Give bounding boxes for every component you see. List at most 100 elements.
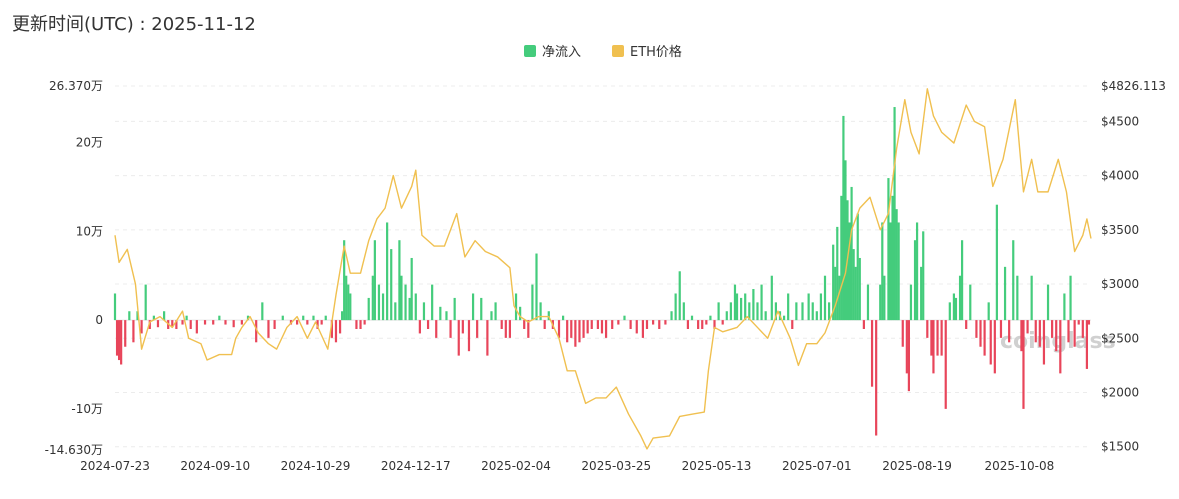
inflow-bar [926,320,929,338]
inflow-bar [449,320,452,338]
inflow-bar [752,289,755,321]
inflow-bar [418,320,421,334]
inflow-bar [547,311,550,321]
inflow-bar [770,275,773,321]
x-tick-label: 2024-10-29 [281,459,351,473]
inflow-bar [514,293,518,321]
inflow-bar [246,315,250,321]
inflow-bar [381,293,385,321]
inflow-bar [181,320,184,325]
inflow-bar [578,320,581,343]
inflow-bar [312,315,315,321]
inflow-bar [408,297,411,321]
inflow-bar [171,320,174,327]
inflow-bar [148,320,151,329]
inflow-bar [709,315,712,321]
watermark: coinglass [1000,329,1116,354]
inflow-bar [1020,320,1023,352]
inflow-bar [1022,320,1025,409]
legend-label[interactable]: 净流入 [542,45,581,60]
inflow-bar [920,266,923,321]
inflow-bar [224,320,227,325]
inflow-bar [359,320,362,329]
inflow-bar [936,320,939,356]
inflow-bar [832,244,835,321]
inflow-bar [471,293,475,321]
inflow-bar [1038,320,1041,347]
y-left-tick-label: 20万 [76,136,103,150]
inflow-bar [1073,320,1076,347]
inflow-bar [435,320,438,338]
inflow-bar [836,226,839,321]
inflow-bar [828,302,831,321]
inflow-bar [870,320,874,387]
inflow-bar [240,320,243,325]
inflow-bar [611,320,614,329]
inflow-bar [373,240,376,321]
inflow-bar [735,293,739,321]
inflow-bar [858,257,861,321]
inflow-bar [439,306,442,321]
inflow-bar [523,320,526,329]
inflow-bar [901,320,904,347]
inflow-bar [717,302,720,321]
inflow-bar [306,320,309,325]
inflow-bar [670,311,673,321]
inflow-bar [590,320,593,329]
inflow-bar [467,320,471,352]
inflow-bar [156,320,160,328]
inflow-bar [347,284,350,321]
inflow-bar [664,320,667,325]
inflow-bar [535,253,538,321]
inflow-bar [995,204,998,321]
x-tick-label: 2024-07-23 [80,459,150,473]
inflow-bar [394,302,397,321]
inflow-bar [453,297,456,321]
inflow-bar [189,320,192,329]
legend-label[interactable]: ETH价格 [630,44,682,60]
inflow-bar [979,320,982,347]
inflow-bar [566,320,569,343]
inflow-bar [1034,320,1037,343]
inflow-bar [713,320,716,329]
inflow-bar [940,320,943,356]
inflow-bar [261,302,264,321]
inflow-bar [377,284,381,321]
inflow-bar [975,320,978,338]
inflow-bar [527,320,530,338]
inflow-bar [641,320,644,338]
inflow-bar [881,222,884,321]
inflow-bar [801,302,804,321]
legend-swatch[interactable] [612,45,624,57]
inflow-bar [897,222,900,321]
inflow-bar [674,293,677,321]
inflow-bar [989,320,992,365]
inflow-bar [543,320,546,329]
x-tick-label: 2025-07-01 [782,459,852,473]
inflow-bar [531,284,534,321]
inflow-bar [987,302,990,321]
inflow-bar [600,320,604,334]
inflow-bar [915,222,919,321]
inflow-bar [1051,320,1054,338]
inflow-bar [330,320,333,338]
inflow-bar [367,297,370,321]
inflow-bar [355,320,358,329]
inflow-bar [457,320,460,356]
inflow-bar [889,222,892,321]
x-tick-label: 2025-05-13 [682,459,752,473]
inflow-bar [958,275,962,321]
inflow-bar [203,320,207,325]
inflow-bar [954,297,958,321]
legend-swatch[interactable] [524,45,536,57]
inflow-bar [807,293,810,321]
inflow-bar [267,320,270,338]
inflow-bar [508,320,511,338]
inflow-bar [1012,240,1015,321]
inflow-bar [175,320,178,329]
inflow-bar [185,315,188,321]
inflow-bar [324,315,327,321]
inflow-bar [838,275,841,321]
inflow-bar [218,315,221,321]
inflow-bar [764,311,767,321]
